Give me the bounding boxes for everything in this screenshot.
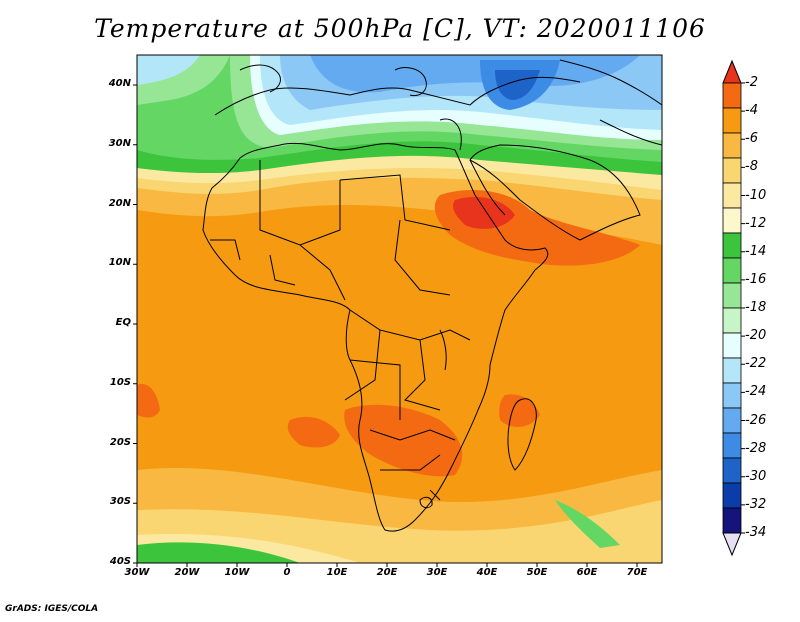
colorbar-label: -30 [745, 468, 767, 484]
colorbar-label: -8 [745, 159, 758, 175]
colorbar-label: -6 [745, 131, 758, 147]
lat-label: 40N [108, 78, 131, 89]
colorbar-swatch [722, 357, 742, 384]
lon-label: 50E [526, 567, 548, 578]
colorbar [722, 59, 745, 557]
colorbar-swatch [722, 382, 742, 409]
colorbar-label: -26 [745, 412, 767, 428]
lat-label: 10S [109, 376, 131, 388]
map-frame [136, 54, 663, 564]
grads-credit: GrADS: IGES/COLA [5, 604, 99, 614]
colorbar-label: -22 [745, 356, 767, 372]
lon-label: 20E [376, 567, 398, 578]
axis-ticks [133, 84, 638, 567]
colorbar-swatch [722, 182, 742, 209]
lat-label: 10N [108, 257, 131, 269]
colorbar-label: -28 [745, 440, 767, 456]
lon-label: 0 [283, 567, 291, 578]
lat-label: 20S [109, 436, 131, 448]
colorbar-label: -10 [745, 187, 767, 203]
colorbar-swatch [722, 257, 742, 284]
colorbar-label: -32 [745, 496, 767, 512]
lon-label: 30W [124, 567, 150, 578]
colorbar-swatch [722, 457, 742, 484]
lat-label: 30N [108, 137, 131, 149]
colorbar-label: -12 [745, 215, 767, 231]
colorbar-label: -18 [745, 300, 767, 315]
colorbar-swatch [722, 207, 742, 234]
lon-label: 10W [224, 567, 250, 578]
lat-label: EQ [115, 317, 131, 328]
colorbar-swatch [722, 482, 742, 509]
lat-label: 40S [109, 556, 131, 567]
lon-label: 30E [426, 567, 448, 578]
colorbar-swatch [722, 282, 742, 309]
colorbar-top-arrow [722, 59, 742, 84]
colorbar-label: -24 [745, 384, 767, 400]
lon-label: 20W [174, 567, 200, 578]
lon-label: 70E [626, 567, 648, 578]
colorbar-swatch [722, 307, 742, 334]
colorbar-swatch [722, 232, 742, 259]
colorbar-label: -14 [745, 243, 767, 259]
colorbar-swatch [722, 507, 742, 534]
colorbar-swatch [722, 107, 742, 134]
temperature-field [137, 55, 662, 563]
map-title: Temperature at 500hPa [C], VT: 202001110… [94, 14, 706, 43]
colorbar-bottom-arrow [722, 532, 742, 557]
colorbar-swatch [722, 432, 742, 459]
colorbar-swatch [722, 407, 742, 434]
colorbar-label: -4 [745, 103, 758, 119]
lon-label: 40E [476, 567, 498, 578]
lat-label: 30S [109, 496, 131, 508]
colorbar-label: -16 [745, 271, 767, 287]
lon-label: 10E [326, 567, 348, 578]
colorbar-swatch [722, 132, 742, 159]
colorbar-swatch [722, 82, 742, 109]
colorbar-swatch [722, 332, 742, 359]
coastlines [202, 59, 662, 532]
lon-label: 60E [576, 567, 598, 578]
colorbar-swatch [722, 157, 742, 184]
colorbar-label: -34 [745, 525, 767, 540]
colorbar-label: -2 [745, 75, 758, 90]
colorbar-label: -20 [745, 328, 767, 344]
lat-label: 20N [108, 197, 131, 209]
